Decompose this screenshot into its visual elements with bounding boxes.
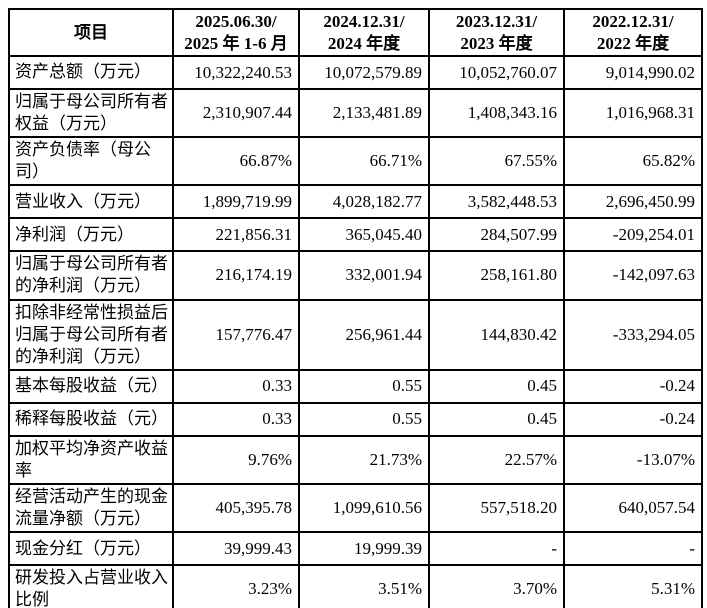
- value-cell: 0.33: [172, 368, 300, 404]
- row-label: 基本每股收益（元）: [8, 368, 174, 404]
- value-cell: 4,028,182.77: [298, 184, 430, 220]
- row-label: 营业收入（万元）: [8, 184, 174, 220]
- value-cell: -142,097.63: [563, 250, 703, 301]
- value-cell: 221,856.31: [172, 217, 300, 253]
- value-cell: 0.33: [172, 401, 300, 437]
- value-cell: 144,830.42: [428, 298, 565, 371]
- table-row: 归属于母公司所有者 权益（万元） 2,310,907.44 2,133,481.…: [8, 87, 703, 139]
- value-cell: 10,052,760.07: [428, 55, 565, 90]
- value-cell: 2,696,450.99: [563, 184, 703, 220]
- value-cell: 1,099,610.56: [298, 483, 430, 534]
- value-cell: 3,582,448.53: [428, 184, 565, 220]
- value-cell: 0.45: [428, 368, 565, 404]
- value-cell: 5.31%: [563, 564, 703, 608]
- value-cell: 22.57%: [428, 434, 565, 486]
- value-cell: 332,001.94: [298, 250, 430, 301]
- row-label: 资产负债率（母公 司）: [8, 136, 174, 187]
- value-cell: 2,133,481.89: [298, 87, 430, 139]
- column-header-period-3: 2023.12.31/ 2023 年度: [428, 8, 565, 57]
- row-label: 研发投入占营业收入 比例: [8, 564, 174, 608]
- column-header-period-1: 2025.06.30/ 2025 年 1-6 月: [172, 8, 300, 57]
- value-cell: 67.55%: [428, 136, 565, 187]
- value-cell: 557,518.20: [428, 483, 565, 534]
- row-label: 加权平均净资产收益 率: [8, 434, 174, 486]
- column-header-item: 项目: [8, 8, 174, 57]
- table-row: 资产总额（万元） 10,322,240.53 10,072,579.89 10,…: [8, 55, 703, 90]
- row-label: 资产总额（万元）: [8, 55, 174, 90]
- value-cell: 65.82%: [563, 136, 703, 187]
- table-row: 营业收入（万元） 1,899,719.99 4,028,182.77 3,582…: [8, 184, 703, 220]
- value-cell: -333,294.05: [563, 298, 703, 371]
- value-cell: 1,408,343.16: [428, 87, 565, 139]
- value-cell: 10,322,240.53: [172, 55, 300, 90]
- table-row: 稀释每股收益（元） 0.33 0.55 0.45 -0.24: [8, 401, 703, 437]
- table-row: 研发投入占营业收入 比例 3.23% 3.51% 3.70% 5.31%: [8, 564, 703, 608]
- value-cell: 10,072,579.89: [298, 55, 430, 90]
- table-row: 基本每股收益（元） 0.33 0.55 0.45 -0.24: [8, 368, 703, 404]
- value-cell: 39,999.43: [172, 531, 300, 567]
- table-row: 经营活动产生的现金 流量净额（万元） 405,395.78 1,099,610.…: [8, 483, 703, 534]
- value-cell: 21.73%: [298, 434, 430, 486]
- value-cell: -0.24: [563, 401, 703, 437]
- row-label: 归属于母公司所有者 权益（万元）: [8, 87, 174, 139]
- value-cell: -209,254.01: [563, 217, 703, 253]
- table-row: 扣除非经常性损益后 归属于母公司所有者 的净利润（万元） 157,776.47 …: [8, 298, 703, 371]
- value-cell: -: [563, 531, 703, 567]
- financial-summary-table: 项目 2025.06.30/ 2025 年 1-6 月 2024.12.31/ …: [8, 8, 703, 608]
- value-cell: 66.87%: [172, 136, 300, 187]
- value-cell: -0.24: [563, 368, 703, 404]
- value-cell: 216,174.19: [172, 250, 300, 301]
- value-cell: 157,776.47: [172, 298, 300, 371]
- value-cell: 9.76%: [172, 434, 300, 486]
- value-cell: -: [428, 531, 565, 567]
- value-cell: 3.70%: [428, 564, 565, 608]
- column-header-period-4: 2022.12.31/ 2022 年度: [563, 8, 703, 57]
- row-label: 净利润（万元）: [8, 217, 174, 253]
- table-row: 加权平均净资产收益 率 9.76% 21.73% 22.57% -13.07%: [8, 434, 703, 486]
- row-label: 归属于母公司所有者 的净利润（万元）: [8, 250, 174, 301]
- value-cell: 0.55: [298, 401, 430, 437]
- value-cell: 640,057.54: [563, 483, 703, 534]
- value-cell: 256,961.44: [298, 298, 430, 371]
- table-row: 现金分红（万元） 39,999.43 19,999.39 - -: [8, 531, 703, 567]
- value-cell: 1,016,968.31: [563, 87, 703, 139]
- value-cell: 9,014,990.02: [563, 55, 703, 90]
- value-cell: 3.23%: [172, 564, 300, 608]
- row-label: 现金分红（万元）: [8, 531, 174, 567]
- value-cell: 0.45: [428, 401, 565, 437]
- column-header-period-2: 2024.12.31/ 2024 年度: [298, 8, 430, 57]
- value-cell: -13.07%: [563, 434, 703, 486]
- row-label: 稀释每股收益（元）: [8, 401, 174, 437]
- row-label: 扣除非经常性损益后 归属于母公司所有者 的净利润（万元）: [8, 298, 174, 371]
- table-row: 资产负债率（母公 司） 66.87% 66.71% 67.55% 65.82%: [8, 136, 703, 187]
- row-label: 经营活动产生的现金 流量净额（万元）: [8, 483, 174, 534]
- value-cell: 1,899,719.99: [172, 184, 300, 220]
- value-cell: 2,310,907.44: [172, 87, 300, 139]
- value-cell: 0.55: [298, 368, 430, 404]
- value-cell: 258,161.80: [428, 250, 565, 301]
- table-row: 净利润（万元） 221,856.31 365,045.40 284,507.99…: [8, 217, 703, 253]
- table-header-row: 项目 2025.06.30/ 2025 年 1-6 月 2024.12.31/ …: [8, 8, 703, 57]
- value-cell: 3.51%: [298, 564, 430, 608]
- value-cell: 66.71%: [298, 136, 430, 187]
- value-cell: 19,999.39: [298, 531, 430, 567]
- table-row: 归属于母公司所有者 的净利润（万元） 216,174.19 332,001.94…: [8, 250, 703, 301]
- value-cell: 284,507.99: [428, 217, 565, 253]
- value-cell: 405,395.78: [172, 483, 300, 534]
- value-cell: 365,045.40: [298, 217, 430, 253]
